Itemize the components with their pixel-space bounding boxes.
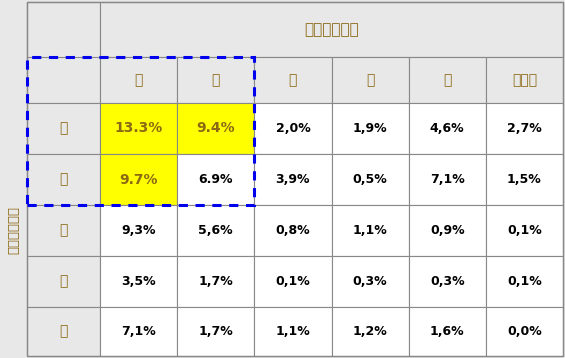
Text: 6.9%: 6.9% — [198, 173, 233, 186]
Text: 1,1%: 1,1% — [353, 224, 388, 237]
Text: 1,2%: 1,2% — [353, 325, 388, 338]
Bar — [27, 103, 100, 154]
Text: オ: オ — [443, 73, 451, 87]
Bar — [100, 57, 177, 103]
Text: 止め字の母音: 止め字の母音 — [304, 22, 359, 37]
Bar — [100, 256, 177, 307]
Text: 1,7%: 1,7% — [198, 325, 233, 338]
Bar — [177, 57, 254, 103]
Text: 1,9%: 1,9% — [353, 122, 388, 135]
Bar — [332, 103, 408, 154]
Bar — [177, 256, 254, 307]
Text: ウ: ウ — [289, 73, 297, 87]
Bar — [27, 57, 100, 103]
Text: 9,3%: 9,3% — [121, 224, 156, 237]
Bar — [486, 307, 563, 356]
Bar — [254, 154, 332, 205]
Text: 0,0%: 0,0% — [507, 325, 542, 338]
Bar — [100, 205, 177, 256]
Bar — [332, 57, 408, 103]
Text: 0,3%: 0,3% — [353, 275, 388, 288]
Bar — [27, 154, 100, 205]
Bar — [254, 307, 332, 356]
Bar — [177, 205, 254, 256]
Text: 7,1%: 7,1% — [430, 173, 464, 186]
Text: 9.7%: 9.7% — [119, 173, 158, 187]
Bar — [100, 307, 177, 356]
Text: 5,6%: 5,6% — [198, 224, 233, 237]
Bar — [177, 103, 254, 154]
Bar — [408, 307, 486, 356]
Text: 1,1%: 1,1% — [276, 325, 310, 338]
Text: イ: イ — [211, 73, 220, 87]
Bar — [27, 205, 100, 256]
Bar — [408, 205, 486, 256]
Text: ア: ア — [134, 73, 143, 87]
Text: 13.3%: 13.3% — [115, 121, 163, 135]
Bar — [254, 205, 332, 256]
Text: 0,5%: 0,5% — [353, 173, 388, 186]
Text: ウ: ウ — [59, 223, 68, 237]
Text: イ: イ — [59, 173, 68, 187]
Bar — [254, 256, 332, 307]
Bar — [27, 256, 100, 307]
Bar — [408, 57, 486, 103]
Bar — [332, 256, 408, 307]
Text: エ: エ — [366, 73, 374, 87]
Bar — [408, 256, 486, 307]
Bar — [486, 256, 563, 307]
Bar — [27, 2, 100, 103]
Bar — [486, 57, 563, 103]
Bar — [332, 154, 408, 205]
Text: 0,1%: 0,1% — [507, 275, 542, 288]
Bar — [177, 307, 254, 356]
Text: 0,1%: 0,1% — [507, 224, 542, 237]
Bar — [408, 103, 486, 154]
Text: 3,9%: 3,9% — [276, 173, 310, 186]
Text: 4,6%: 4,6% — [430, 122, 464, 135]
Text: 頭文字の母音: 頭文字の母音 — [7, 205, 20, 253]
Text: エ: エ — [59, 275, 68, 289]
Text: 7,1%: 7,1% — [121, 325, 156, 338]
Text: ア: ア — [59, 121, 68, 135]
Bar — [408, 154, 486, 205]
Text: 2,7%: 2,7% — [507, 122, 542, 135]
Bar — [254, 57, 332, 103]
Bar — [486, 205, 563, 256]
Bar — [27, 2, 563, 57]
Text: 1,5%: 1,5% — [507, 173, 542, 186]
Text: その他: その他 — [512, 73, 537, 87]
Bar — [332, 307, 408, 356]
Bar — [177, 154, 254, 205]
Bar — [100, 2, 563, 57]
Bar — [332, 205, 408, 256]
Text: 9.4%: 9.4% — [197, 121, 235, 135]
Bar — [27, 307, 100, 356]
Text: 0,8%: 0,8% — [276, 224, 310, 237]
Bar — [254, 103, 332, 154]
Text: 2,0%: 2,0% — [276, 122, 310, 135]
Text: 3,5%: 3,5% — [121, 275, 156, 288]
Bar — [486, 154, 563, 205]
Text: 1,6%: 1,6% — [430, 325, 464, 338]
Bar — [27, 57, 254, 205]
Bar — [100, 103, 177, 154]
Text: 0,9%: 0,9% — [430, 224, 464, 237]
Text: 0,1%: 0,1% — [276, 275, 310, 288]
Text: オ: オ — [59, 324, 68, 339]
Bar — [486, 103, 563, 154]
Text: 0,3%: 0,3% — [430, 275, 464, 288]
Text: 1,7%: 1,7% — [198, 275, 233, 288]
Bar — [100, 154, 177, 205]
